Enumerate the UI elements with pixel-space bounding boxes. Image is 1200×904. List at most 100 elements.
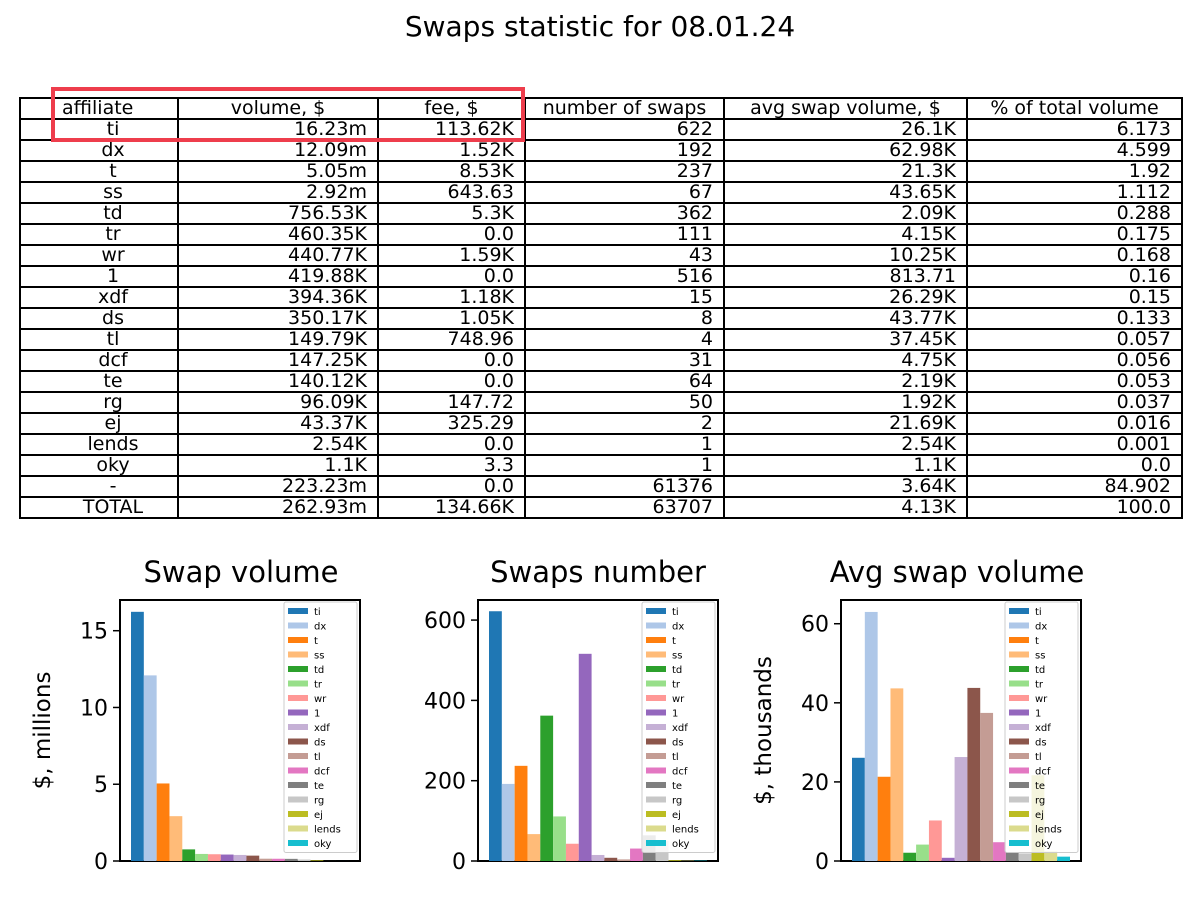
legend-swatch <box>646 666 666 672</box>
table-cell: 3.64K <box>723 475 968 498</box>
bar-dcf <box>630 848 643 861</box>
table-cell: 0.133 <box>966 307 1183 330</box>
bar-ej <box>668 860 682 861</box>
table-cell: 31 <box>524 349 725 372</box>
legend-entry: wr <box>314 694 327 705</box>
table-cell: 4.75K <box>723 349 968 372</box>
legend-entry: oky <box>672 839 690 850</box>
table-cell: 100.0 <box>966 496 1183 519</box>
col-header-number-of-swaps: number of swaps <box>524 97 725 120</box>
table-cell: 262.93m <box>177 496 379 519</box>
table-row: TOTAL 262.93m 134.66K 63707 4.13K 100.0 <box>19 496 1183 519</box>
table-cell: 50 <box>524 391 725 414</box>
table-row: td 756.53K 5.3K 362 2.09K 0.288 <box>19 202 1183 225</box>
legend-swatch <box>288 709 308 716</box>
legend-entry: td <box>1035 665 1045 676</box>
table-cell: 12.09m <box>177 139 379 162</box>
chart-panel-2: Swaps number 0 200 400 600 ti dx t ss td tr wr 1 xdf d… <box>424 555 719 875</box>
legend-entry: lends <box>1035 825 1062 836</box>
table-cell: xdf <box>19 286 179 309</box>
bar-dcf <box>272 858 285 861</box>
legend-swatch <box>1009 608 1029 614</box>
table-cell: 0.0 <box>377 433 526 456</box>
bar-dx <box>864 611 878 861</box>
y-tick-label: 10 <box>80 696 108 721</box>
table-cell: 2.19K <box>723 370 968 393</box>
table-cell: 394.36K <box>177 286 379 309</box>
table-row: rg 96.09K 147.72 50 1.92K 0.037 <box>19 391 1183 414</box>
bar-ds <box>604 857 618 861</box>
table-cell: 3.3 <box>377 454 526 477</box>
table-cell: 813.71 <box>723 265 968 288</box>
legend-swatch <box>288 622 308 629</box>
bar-td <box>182 849 196 861</box>
table-cell: 0.016 <box>966 412 1183 435</box>
table-cell: 1.52K <box>377 139 526 162</box>
legend-swatch <box>288 724 308 730</box>
table-row: tl 149.79K 748.96 4 37.45K 0.057 <box>19 328 1183 351</box>
bar-te <box>1005 852 1019 861</box>
table-cell: 96.09K <box>177 391 379 414</box>
y-tick-label: 40 <box>801 692 829 717</box>
table-cell: 43.37K <box>177 412 379 435</box>
bar-ti <box>852 757 865 861</box>
legend-swatch <box>1009 840 1029 846</box>
table-cell: 1 <box>524 454 725 477</box>
legend-entry: rg <box>1035 796 1045 807</box>
legend-entry: dx <box>672 622 684 633</box>
bar-ej <box>310 860 324 861</box>
table-cell: 2.92m <box>177 181 379 204</box>
bar-ti <box>131 611 144 861</box>
table-cell: 237 <box>524 160 725 183</box>
legend-swatch <box>288 608 308 614</box>
chart-title: Swaps number <box>490 555 706 589</box>
table-cell: 460.35K <box>177 223 379 246</box>
table-cell: t <box>19 160 179 183</box>
table-cell: 1.18K <box>377 286 526 309</box>
table-cell: 111 <box>524 223 725 246</box>
table-cell: 147.25K <box>177 349 379 372</box>
legend-entry: 1 <box>672 709 678 720</box>
legend-entry: wr <box>1035 694 1048 705</box>
bar-t <box>156 783 170 861</box>
table-cell: 0.0 <box>377 265 526 288</box>
table-header-row: affiliate volume, $ fee, $ number of swa… <box>19 97 1183 120</box>
bar-ss <box>890 688 904 861</box>
table-cell: wr <box>19 244 179 267</box>
legend-swatch <box>288 753 308 759</box>
bar-wr <box>928 820 942 861</box>
legend-swatch <box>1009 753 1029 759</box>
bar-tl <box>259 858 273 861</box>
table-row: wr 440.77K 1.59K 43 10.25K 0.168 <box>19 244 1183 267</box>
table-cell: 325.29 <box>377 412 526 435</box>
table-cell: 0.288 <box>966 202 1183 225</box>
legend-swatch <box>288 811 308 817</box>
table-cell: 63707 <box>524 496 725 519</box>
legend-entry: 1 <box>314 709 320 720</box>
table-cell: 21.3K <box>723 160 968 183</box>
legend-entry: td <box>314 665 324 676</box>
bar-wr <box>565 843 579 861</box>
table-row: lends 2.54K 0.0 1 2.54K 0.001 <box>19 433 1183 456</box>
table-cell: 1.92 <box>966 160 1183 183</box>
table-cell: td <box>19 202 179 225</box>
legend-swatch <box>646 622 666 629</box>
table-row: te 140.12K 0.0 64 2.19K 0.053 <box>19 370 1183 393</box>
table-cell: ej <box>19 412 179 435</box>
table-cell: te <box>19 370 179 393</box>
bar-rg <box>1018 853 1032 861</box>
bar-tl <box>980 712 994 861</box>
legend-entry: xdf <box>1035 723 1051 734</box>
legend-swatch <box>646 637 666 643</box>
legend-swatch <box>288 666 308 672</box>
bar-tr <box>916 844 929 861</box>
chart-panel-3: Avg swap volume 0 20 40 60 $, thousands ti dx ts… <box>751 555 1084 875</box>
y-axis-label: $, millions <box>30 672 56 790</box>
legend-swatch <box>1009 724 1029 730</box>
y-tick-label: 5 <box>94 773 108 798</box>
legend-entry: tr <box>314 680 323 691</box>
legend-swatch <box>288 738 308 745</box>
bar-wr <box>207 854 221 861</box>
table-cell: 149.79K <box>177 328 379 351</box>
bar-ss <box>527 834 541 861</box>
